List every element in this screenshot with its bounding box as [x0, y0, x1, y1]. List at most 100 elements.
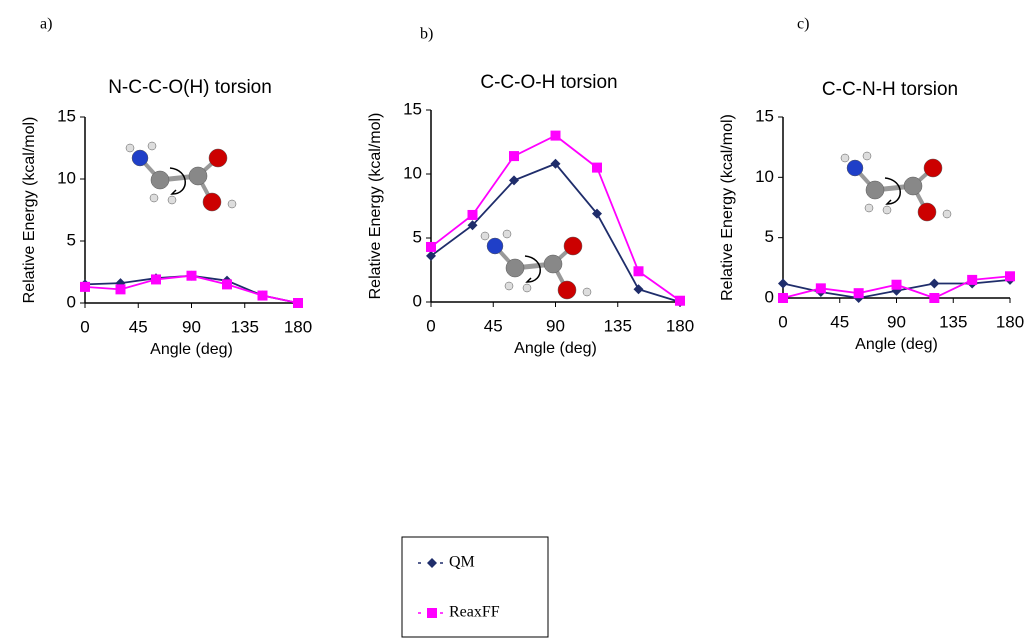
- y-tick-label: 0: [765, 287, 774, 306]
- marker: [186, 270, 197, 281]
- chart-title: C-C-O-H torsion: [480, 72, 617, 93]
- marker: [467, 220, 478, 231]
- marker: [891, 279, 902, 290]
- y-tick-label: 10: [403, 163, 422, 182]
- x-tick-label: 0: [80, 317, 89, 336]
- atom: [846, 159, 864, 177]
- atom: [167, 195, 177, 205]
- x-axis-label: Angle (deg): [514, 340, 597, 357]
- x-tick-label: 135: [939, 312, 967, 331]
- chart-title: C-C-N-H torsion: [822, 79, 958, 100]
- x-tick-label: 135: [604, 316, 632, 335]
- atom: [480, 231, 490, 241]
- legend-label: ReaxFF: [449, 604, 500, 621]
- rotation-arrow: [169, 167, 186, 195]
- x-axis-label: Angle (deg): [150, 341, 233, 358]
- atom: [563, 236, 583, 256]
- x-axis-label: Angle (deg): [855, 336, 938, 353]
- y-tick-label: 10: [57, 168, 76, 187]
- marker: [853, 288, 864, 299]
- panel-label: c): [797, 16, 809, 33]
- series-line: [430, 162, 681, 303]
- molecule-illustration: [840, 151, 952, 222]
- x-tick-label: 180: [284, 317, 312, 336]
- legend-swatch: [427, 558, 437, 568]
- rotation-arrow: [884, 177, 901, 205]
- atom: [864, 203, 874, 213]
- marker: [1005, 271, 1015, 282]
- marker: [633, 266, 644, 277]
- x-tick-label: 90: [182, 317, 201, 336]
- y-tick-label: 15: [403, 99, 422, 118]
- y-tick-label: 5: [67, 230, 76, 249]
- atom: [188, 166, 208, 186]
- marker: [467, 209, 478, 220]
- marker: [633, 284, 644, 295]
- rotation-arrow: [524, 255, 541, 283]
- legend-swatch: [427, 608, 437, 618]
- y-tick-label: 0: [413, 291, 422, 310]
- atom: [903, 176, 923, 196]
- chart-title: N-C-C-O(H) torsion: [108, 77, 272, 98]
- legend-label: QM: [449, 554, 475, 571]
- atom: [840, 153, 850, 163]
- marker: [509, 151, 519, 162]
- y-tick-label: 5: [413, 227, 422, 246]
- atom: [208, 148, 228, 168]
- y-tick-label: 0: [67, 292, 76, 311]
- y-axis-label: Relative Energy (kcal/mol): [367, 113, 384, 300]
- atom: [865, 180, 885, 200]
- marker: [592, 162, 602, 173]
- atom: [486, 237, 504, 255]
- atom: [505, 258, 525, 278]
- marker: [967, 274, 978, 285]
- molecule-illustration: [480, 229, 592, 300]
- atom: [202, 192, 222, 212]
- y-tick-label: 15: [57, 106, 76, 125]
- marker: [550, 130, 561, 141]
- atom: [917, 202, 937, 222]
- marker: [115, 284, 126, 295]
- x-tick-label: 45: [484, 316, 503, 335]
- marker: [80, 281, 90, 292]
- panel-label: a): [40, 16, 52, 33]
- x-tick-label: 180: [996, 312, 1024, 331]
- marker: [778, 278, 788, 289]
- atom: [149, 193, 159, 203]
- atom: [942, 209, 952, 219]
- marker: [151, 274, 161, 285]
- marker: [550, 158, 561, 169]
- x-tick-label: 0: [426, 316, 435, 335]
- atom: [522, 283, 532, 293]
- panel-label: b): [420, 26, 433, 43]
- atom: [862, 151, 872, 161]
- atom: [882, 205, 892, 215]
- atom: [125, 143, 135, 153]
- marker: [778, 293, 788, 303]
- atom: [147, 141, 157, 151]
- marker: [929, 278, 940, 289]
- molecule-illustration: [125, 141, 237, 212]
- atom: [502, 229, 512, 239]
- x-tick-label: 45: [129, 317, 148, 336]
- atom: [923, 158, 943, 178]
- y-axis-label: Relative Energy (kcal/mol): [719, 114, 736, 301]
- atom: [131, 149, 149, 167]
- x-tick-label: 135: [231, 317, 259, 336]
- x-tick-label: 90: [887, 312, 906, 331]
- atom: [227, 199, 237, 209]
- y-tick-label: 5: [765, 227, 774, 246]
- y-axis-label: Relative Energy (kcal/mol): [21, 117, 38, 304]
- marker: [257, 290, 268, 301]
- y-tick-label: 15: [755, 106, 774, 125]
- atom: [150, 170, 170, 190]
- marker: [426, 250, 436, 261]
- marker: [509, 175, 519, 186]
- x-tick-label: 0: [778, 312, 787, 331]
- marker: [293, 298, 303, 308]
- marker: [222, 279, 232, 290]
- atom: [557, 280, 577, 300]
- x-tick-label: 180: [666, 316, 694, 335]
- legend-box: [401, 536, 549, 638]
